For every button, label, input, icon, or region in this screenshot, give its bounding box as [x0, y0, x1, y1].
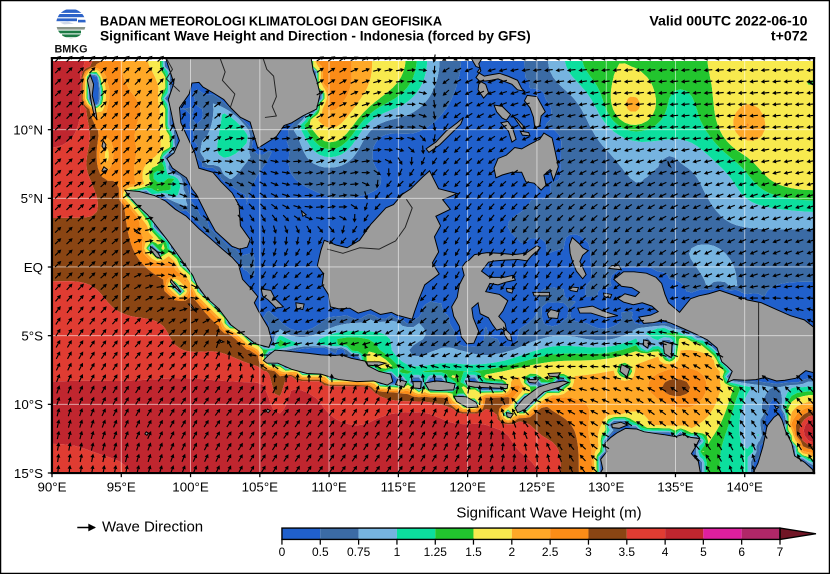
svg-text:135°E: 135°E — [657, 480, 694, 495]
svg-text:120°E: 120°E — [449, 480, 486, 495]
svg-text:3: 3 — [585, 545, 592, 559]
svg-text:100°E: 100°E — [172, 480, 209, 495]
svg-text:BADAN METEOROLOGI KLIMATOLOGI: BADAN METEOROLOGI KLIMATOLOGI DAN GEOFIS… — [100, 13, 442, 28]
svg-text:5°S: 5°S — [21, 329, 43, 344]
svg-text:1.5: 1.5 — [465, 545, 482, 559]
svg-text:3.5: 3.5 — [618, 545, 635, 559]
svg-text:105°E: 105°E — [242, 480, 279, 495]
svg-text:6: 6 — [738, 545, 745, 559]
svg-text:0: 0 — [279, 545, 286, 559]
svg-text:10°N: 10°N — [13, 123, 43, 138]
svg-text:BMKG: BMKG — [55, 44, 88, 55]
svg-text:Significant Wave Height (m): Significant Wave Height (m) — [456, 505, 641, 522]
svg-text:140°E: 140°E — [726, 480, 763, 495]
svg-text:2: 2 — [509, 545, 516, 559]
svg-text:1: 1 — [394, 545, 401, 559]
svg-text:5°N: 5°N — [21, 191, 43, 206]
svg-text:95°E: 95°E — [107, 480, 136, 495]
svg-text:110°E: 110°E — [311, 480, 347, 495]
svg-text:115°E: 115°E — [381, 480, 417, 495]
svg-text:7: 7 — [777, 545, 784, 559]
svg-text:4: 4 — [662, 545, 669, 559]
svg-text:0.5: 0.5 — [312, 545, 329, 559]
svg-text:0.75: 0.75 — [347, 545, 371, 559]
svg-text:10°S: 10°S — [14, 397, 43, 412]
svg-text:2.5: 2.5 — [542, 545, 559, 559]
svg-text:5: 5 — [700, 545, 707, 559]
svg-text:Significant Wave Height and Di: Significant Wave Height and Direction - … — [100, 29, 531, 44]
svg-text:Wave Direction: Wave Direction — [102, 519, 203, 536]
svg-text:130°E: 130°E — [588, 480, 625, 495]
svg-text:EQ: EQ — [24, 260, 43, 275]
svg-text:15°S: 15°S — [14, 466, 43, 481]
svg-text:90°E: 90°E — [37, 480, 66, 495]
svg-text:t+072: t+072 — [771, 29, 808, 45]
svg-text:1.25: 1.25 — [424, 545, 448, 559]
svg-text:Valid 00UTC 2022-06-10: Valid 00UTC 2022-06-10 — [649, 13, 807, 29]
svg-text:125°E: 125°E — [519, 480, 556, 495]
